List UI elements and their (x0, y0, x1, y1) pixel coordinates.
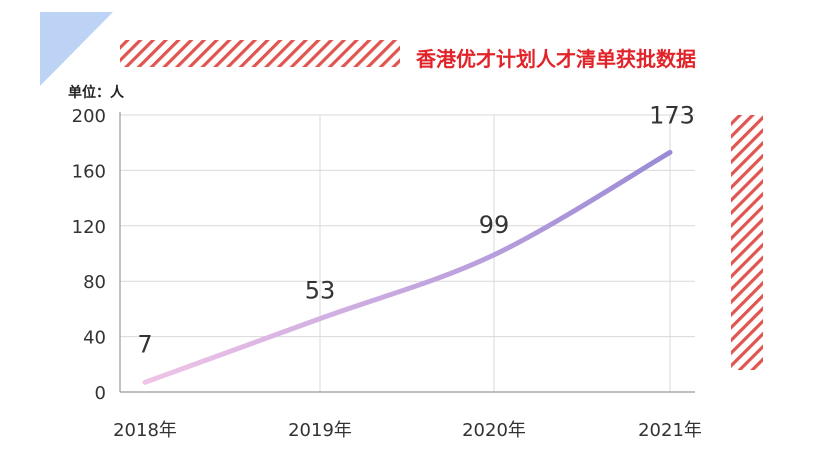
grid-layer (120, 114, 695, 392)
y-tick-label: 0 (95, 383, 106, 404)
y-tick-label: 120 (72, 217, 106, 238)
chart-title: 香港优才计划人才清单获批数据 (416, 47, 696, 71)
title-hatch-band (120, 40, 400, 67)
unit-label: 单位：人 (68, 84, 125, 101)
data-label: 7 (137, 330, 152, 358)
corner-triangle-decoration (40, 12, 113, 86)
y-tick-label: 40 (83, 328, 106, 349)
x-tick-label: 2020年 (462, 420, 526, 441)
x-tick-label: 2021年 (638, 420, 702, 441)
data-label: 53 (305, 277, 336, 305)
y-tick-label: 160 (72, 161, 106, 182)
y-tick-label: 200 (72, 106, 106, 127)
x-tick-label: 2019年 (288, 420, 352, 441)
series-line (142, 149, 673, 385)
axis-layer: 0 40 80 120 160 200 2018年 2019年 2020年 2021年 (72, 106, 702, 441)
y-tick-label: 80 (83, 272, 106, 293)
side-hatch-band (731, 115, 763, 370)
data-label: 99 (479, 211, 510, 239)
data-label: 173 (649, 101, 695, 129)
x-tick-label: 2018年 (113, 420, 177, 441)
label-layer: 7 53 99 173 (137, 101, 695, 358)
series-layer (142, 149, 673, 385)
